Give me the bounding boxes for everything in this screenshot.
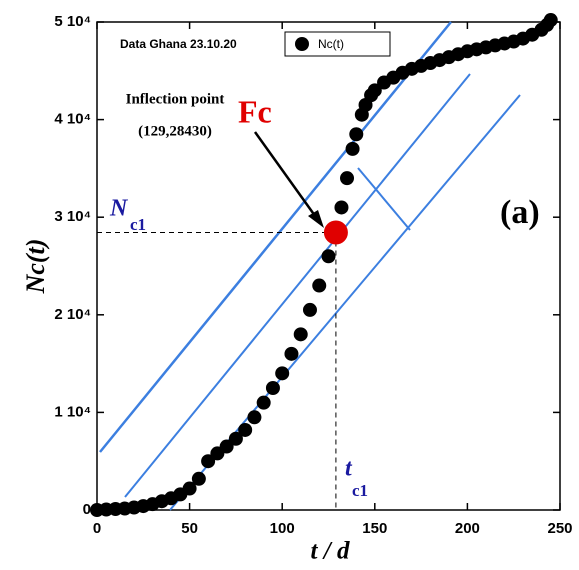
data-point — [302, 302, 317, 317]
y-tick-label: 5 10⁴ — [54, 13, 91, 30]
y-tick-label: 1 10⁴ — [54, 403, 91, 420]
data-point — [182, 481, 197, 496]
data-note: Data Ghana 23.10.20 — [120, 37, 237, 51]
x-tick-label: 250 — [547, 520, 572, 537]
inflection-coords: (129,28430) — [138, 123, 212, 139]
data-point — [265, 381, 280, 395]
n-sub: c1 — [130, 215, 146, 234]
n-label: N — [109, 196, 129, 222]
data-point — [247, 410, 262, 425]
data-point — [334, 200, 349, 215]
data-point — [543, 13, 558, 28]
data-point — [228, 431, 243, 446]
y-axis-label: Nc(t) — [21, 239, 50, 295]
panel-label: (a) — [500, 194, 540, 231]
upper-line — [99, 21, 452, 453]
inflection-marker — [323, 220, 348, 245]
legend-marker — [295, 37, 309, 51]
x-tick-label: 200 — [455, 520, 480, 537]
arrow — [253, 131, 320, 221]
arrow-head — [308, 210, 324, 228]
y-tick-label: 3 10⁴ — [54, 208, 91, 225]
data-point — [256, 395, 271, 410]
y-tick-label: 4 10⁴ — [54, 111, 91, 128]
data-point — [201, 454, 216, 469]
legend-label: Nc(t) — [318, 37, 344, 51]
data-point — [321, 249, 336, 264]
inflection-title: Inflection point — [126, 91, 225, 107]
data-point — [293, 327, 308, 342]
t-label: t — [345, 456, 353, 482]
tangent-line — [124, 73, 471, 498]
x-axis-label: t / d — [311, 538, 350, 565]
data-point — [340, 171, 355, 186]
t-sub: c1 — [352, 481, 368, 500]
data-point — [345, 141, 360, 156]
data-point — [312, 278, 327, 293]
y-tick-label: 0 — [83, 501, 91, 518]
x-tick-label: 0 — [93, 520, 101, 537]
data-point — [219, 439, 234, 454]
fc-label: Fc — [238, 93, 272, 129]
x-tick-label: 150 — [362, 520, 387, 537]
data-point — [275, 366, 290, 381]
distance-line — [357, 167, 411, 231]
y-tick-label: 2 10⁴ — [54, 306, 91, 323]
data-point — [284, 346, 299, 361]
data-point — [238, 422, 253, 437]
x-tick-label: 100 — [270, 520, 295, 537]
data-point — [349, 127, 364, 142]
plot-frame — [96, 21, 561, 511]
x-tick-label: 50 — [181, 520, 198, 537]
data-point — [191, 471, 206, 486]
data-point — [367, 83, 382, 98]
